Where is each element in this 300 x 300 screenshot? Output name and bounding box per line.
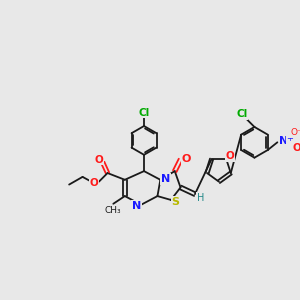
Text: N: N <box>280 136 289 146</box>
Text: H: H <box>197 193 204 203</box>
Text: Cl: Cl <box>138 108 150 118</box>
Text: S: S <box>172 197 180 207</box>
Text: O: O <box>226 151 235 161</box>
Text: O⁻: O⁻ <box>291 128 300 137</box>
Text: O: O <box>182 154 191 164</box>
Text: O: O <box>94 154 103 165</box>
Text: +: + <box>286 134 293 143</box>
Text: CH₃: CH₃ <box>104 206 121 215</box>
Text: N: N <box>160 174 170 184</box>
Text: O: O <box>292 143 300 153</box>
Text: O: O <box>90 178 98 188</box>
Text: Cl: Cl <box>236 110 247 119</box>
Text: N: N <box>132 201 141 211</box>
